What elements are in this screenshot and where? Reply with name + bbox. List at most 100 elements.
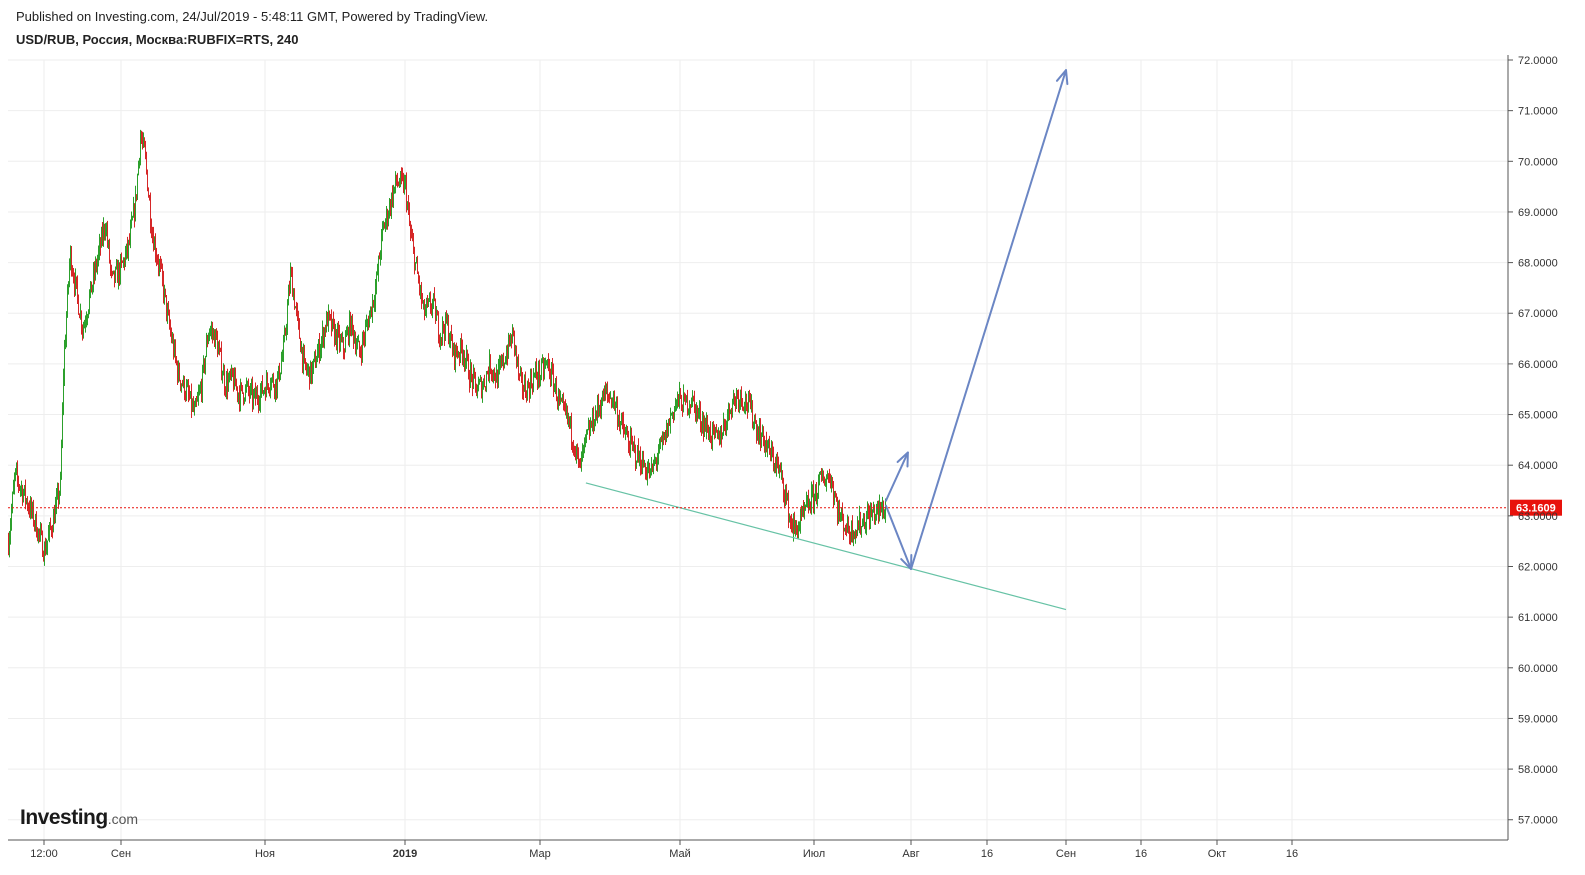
candle-body	[152, 235, 153, 237]
candle-body	[688, 410, 689, 412]
x-tick-label: Май	[669, 848, 691, 860]
candle-body	[343, 338, 344, 352]
candle-body	[379, 256, 380, 259]
candle-body	[792, 526, 793, 534]
candle-body	[192, 403, 193, 410]
x-tick-label: 16	[981, 848, 993, 860]
candle-body	[444, 330, 445, 337]
candle-body	[188, 385, 189, 395]
candle-body	[87, 315, 88, 320]
support-trendline	[585, 482, 1067, 611]
candle-body	[817, 496, 818, 499]
candle-body	[701, 425, 702, 429]
candle-body	[354, 338, 355, 342]
candle-body	[462, 348, 463, 359]
candle-body	[253, 394, 254, 404]
candle-body	[156, 255, 157, 259]
candle-body	[126, 244, 127, 254]
candle-body	[220, 348, 221, 351]
candle-body	[110, 261, 111, 268]
candle-body	[643, 455, 644, 467]
candle-body	[675, 406, 676, 409]
candle-body	[389, 202, 390, 216]
candle-body	[836, 496, 837, 502]
candle-body	[71, 248, 72, 272]
time-axis[interactable]: 12:00 Сен Ноя 2019 Мар Май Июл Авг 16 Сен 16 Окт 16	[8, 839, 1508, 860]
candle-body	[627, 432, 628, 438]
candle-body	[109, 242, 110, 262]
candle-body	[16, 468, 17, 470]
candle-body	[846, 530, 847, 533]
candle-body	[380, 254, 381, 259]
candle-body	[876, 505, 877, 515]
candle-body	[296, 307, 297, 309]
candle-body	[112, 271, 113, 274]
candle-body	[348, 328, 349, 342]
candle-body	[9, 537, 10, 553]
candle-body	[387, 210, 388, 223]
candle-body	[636, 462, 637, 464]
candle-body	[344, 351, 345, 353]
y-tick-label: 66.0000	[1518, 359, 1558, 371]
candle-body	[243, 392, 244, 401]
candle-body	[235, 372, 236, 387]
candle-body	[318, 341, 319, 353]
candle-body	[256, 391, 257, 399]
candle-body	[773, 453, 774, 466]
candle-body	[356, 346, 357, 351]
candle-body	[626, 432, 627, 434]
candle-body	[645, 466, 646, 475]
candle-body	[136, 194, 137, 198]
candle-body	[739, 401, 740, 406]
candle-body	[35, 514, 36, 525]
candle-body	[262, 381, 263, 394]
candle-body	[531, 376, 532, 386]
price-axis[interactable]: 57.0000 58.0000 59.0000 60.0000 61.0000 62.00…	[1507, 55, 1558, 840]
candle-body	[841, 511, 842, 516]
candle-body	[216, 330, 217, 338]
candle-body	[287, 305, 288, 328]
candle-body	[546, 361, 547, 364]
candle-body	[21, 487, 22, 489]
candle-body	[345, 336, 346, 352]
candle-body	[685, 394, 686, 403]
forecast-arrow-head	[896, 451, 909, 468]
candle-body	[585, 434, 586, 441]
candle-body	[39, 529, 40, 534]
candle-body	[604, 387, 605, 402]
candle-body	[51, 527, 52, 532]
candle-body	[155, 240, 156, 256]
candle-body	[319, 341, 320, 358]
candle-body	[11, 510, 12, 525]
candle-body	[529, 385, 530, 396]
candle-body	[766, 440, 767, 451]
candle-body	[714, 425, 715, 432]
candle-body	[541, 361, 542, 377]
candle-body	[833, 485, 834, 499]
candle-body	[404, 180, 405, 192]
candle-body	[163, 278, 164, 298]
candle-body	[587, 429, 588, 434]
candle-body	[238, 393, 239, 397]
candle-body	[169, 313, 170, 327]
candle-body	[135, 194, 136, 219]
candle-body	[62, 406, 63, 447]
candle-body	[177, 363, 178, 380]
candle-body	[339, 330, 340, 346]
candle-body	[553, 370, 554, 391]
candle-body	[513, 328, 514, 331]
candle-body	[176, 357, 177, 364]
y-tick-label: 61.0000	[1518, 612, 1558, 624]
candle-body	[385, 221, 386, 229]
candle-body	[236, 386, 237, 388]
candle-body	[557, 400, 558, 403]
candle-body	[744, 407, 745, 409]
candle-body	[312, 366, 313, 381]
candle-body	[830, 481, 831, 488]
candle-body	[364, 337, 365, 339]
candle-body	[386, 210, 387, 222]
candle-body	[776, 460, 777, 470]
candle-body	[208, 335, 209, 344]
candle-body	[139, 158, 140, 163]
